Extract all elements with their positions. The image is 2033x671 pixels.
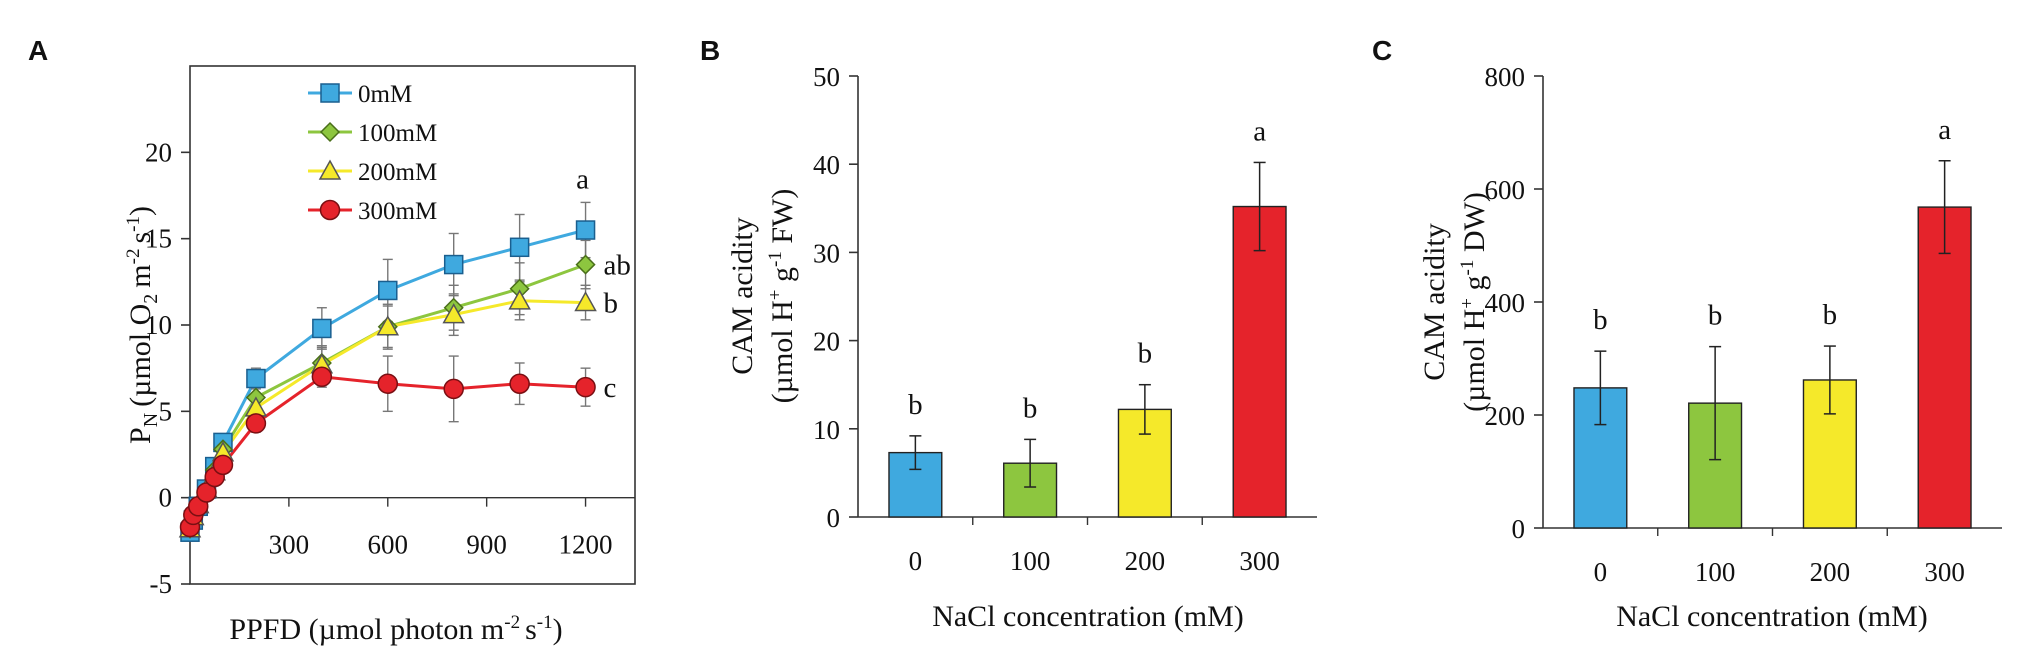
panel-b-significance-100: b <box>1023 392 1038 424</box>
panel-b-xtick-label-100: 100 <box>1010 546 1051 576</box>
panel-b-y-axis-label-line1: CAM acidity <box>726 217 759 375</box>
panel-a-xtick-label: 600 <box>368 530 409 560</box>
panel-c-ytick-label: 400 <box>1485 288 1526 318</box>
panel-c-ticks: 0 200 400 600 800 0 100 200 300 <box>1485 62 1965 587</box>
panel-a-xtick-label: 1200 <box>559 530 613 560</box>
panel-c-ytick-label: 200 <box>1485 401 1526 431</box>
data-point-200mM <box>574 291 597 312</box>
legend-label-300mm: 300mM <box>358 198 437 225</box>
panel-a-xtick-label: 300 <box>269 530 310 560</box>
data-point-300mM <box>212 454 234 476</box>
panel-b-y-axis-label-line2: (µmol H+ g-1 FW) <box>765 189 799 404</box>
data-point-0mM <box>312 318 332 339</box>
panel-c-xtick-label-100: 100 <box>1695 557 1736 587</box>
panel-c-significance-200: b <box>1823 299 1838 331</box>
panel-c-bars: b b b a <box>1573 114 1972 529</box>
legend-label-100mm: 100mM <box>358 120 437 147</box>
legend-item-0mm: 0mM <box>308 81 412 108</box>
panel-b-ytick-label: 0 <box>827 503 841 533</box>
panel-a-ytick-label: 20 <box>145 137 172 167</box>
panel-a-ytick-label: -5 <box>150 569 173 599</box>
significance-label-0mM: a <box>576 163 589 195</box>
panel-c: C 0 200 400 600 800 0 100 200 300 b b b a CAM acidi… <box>1372 35 2002 633</box>
panel-c-xtick-label-300: 300 <box>1924 557 1965 587</box>
legend-label-0mm: 0mM <box>358 81 412 108</box>
legend-marker-200mm <box>318 159 342 180</box>
panel-c-ytick-label: 600 <box>1485 175 1526 205</box>
data-point-0mM <box>443 254 464 275</box>
data-point-200mM <box>442 303 465 324</box>
panel-b-ytick-label: 50 <box>813 62 840 92</box>
panel-a-ytick-label: 10 <box>145 310 172 340</box>
data-point-0mM <box>509 237 530 258</box>
panel-b-ytick-label: 20 <box>813 327 840 357</box>
data-point-300mM <box>245 413 267 434</box>
data-point-300mM <box>575 376 596 398</box>
legend-item-100mm: 100mM <box>308 120 437 147</box>
legend-marker-100mm <box>319 121 341 143</box>
panel-a-legend: 0mM 100mM 200mM 300mM <box>308 81 437 225</box>
panel-c-significance-0: b <box>1593 304 1608 336</box>
legend-marker-0mm <box>320 83 340 103</box>
panel-c-y-axis-label-line2: (µmol H+ g-1 DW) <box>1457 192 1491 412</box>
panel-b-ticks: 0 10 20 30 40 50 0 100 200 300 <box>813 62 1280 576</box>
panel-c-bar-300 <box>1917 206 1972 529</box>
panel-c-x-axis-label: NaCl concentration (mM) <box>1616 600 1928 633</box>
data-point-300mM <box>377 373 399 394</box>
panel-c-y-axis-label-line1: CAM acidity <box>1418 223 1451 381</box>
panel-a-y-axis-label: PN(µmol O2m-2s-1) <box>123 206 162 444</box>
panel-b-ytick-label: 40 <box>813 150 840 180</box>
data-point-300mM <box>311 366 333 388</box>
panel-a-x-axis-label: PPFD (µmol photon m-2 s-1) <box>229 612 562 646</box>
panel-a-ticks: -5 0 5 10 15 20 300 600 900 1200 <box>145 137 635 599</box>
panel-b-ytick-label: 30 <box>813 238 840 268</box>
panel-b-bars: b b b a <box>888 115 1287 518</box>
data-point-0mM <box>246 368 266 389</box>
panel-c-significance-300: a <box>1938 114 1951 146</box>
panel-b-xtick-label-300: 300 <box>1239 546 1280 576</box>
data-point-100mM <box>575 254 596 275</box>
panel-label-a: A <box>28 35 48 66</box>
panel-label-c: C <box>1372 35 1392 66</box>
data-point-0mM <box>575 220 596 240</box>
data-point-200mM <box>508 289 531 310</box>
panel-a-ytick-label: 5 <box>159 396 173 426</box>
panel-c-significance-100: b <box>1708 300 1723 332</box>
panel-b-significance-200: b <box>1138 338 1153 370</box>
panel-b-significance-300: a <box>1253 115 1266 147</box>
data-point-300mM <box>509 373 530 394</box>
panel-b-bar-300 <box>1232 205 1287 518</box>
significance-label-100mM: ab <box>604 250 631 282</box>
significance-label-300mM: c <box>604 372 617 404</box>
panel-label-b: B <box>700 35 720 66</box>
data-point-0mM <box>378 280 398 301</box>
legend-item-300mm: 300mM <box>308 198 437 225</box>
panel-b: B 0 10 20 30 40 50 0 100 200 300 b b b a CAM acidity… <box>700 35 1317 633</box>
data-point-300mM <box>443 378 464 400</box>
panel-a-significance: a ab b c <box>576 163 631 404</box>
panel-c-ytick-label: 0 <box>1512 514 1526 544</box>
panel-b-ytick-label: 10 <box>813 415 840 445</box>
legend-marker-300mm <box>319 199 341 221</box>
panel-b-significance-0: b <box>908 389 923 421</box>
panel-a-ytick-label: 15 <box>145 224 172 254</box>
panel-b-xtick-label-0: 0 <box>909 546 923 576</box>
legend-item-200mm: 200mM <box>308 159 437 186</box>
panel-a-xtick-label: 900 <box>466 530 507 560</box>
panel-b-x-axis-label: NaCl concentration (mM) <box>932 600 1244 633</box>
significance-label-200mM: b <box>604 288 619 320</box>
panel-b-xtick-label-200: 200 <box>1125 546 1166 576</box>
data-point-200mM <box>376 315 400 336</box>
panel-c-xtick-label-0: 0 <box>1594 557 1608 587</box>
panel-a: A -5 0 5 10 15 20 300 600 900 1200 a ab b c 0mM 100m… <box>28 35 636 646</box>
legend-label-200mm: 200mM <box>358 159 437 186</box>
panel-c-xtick-label-200: 200 <box>1810 557 1851 587</box>
panel-a-lines <box>178 201 597 542</box>
panel-a-ytick-label: 0 <box>159 483 173 513</box>
panel-c-ytick-label: 800 <box>1485 62 1526 92</box>
